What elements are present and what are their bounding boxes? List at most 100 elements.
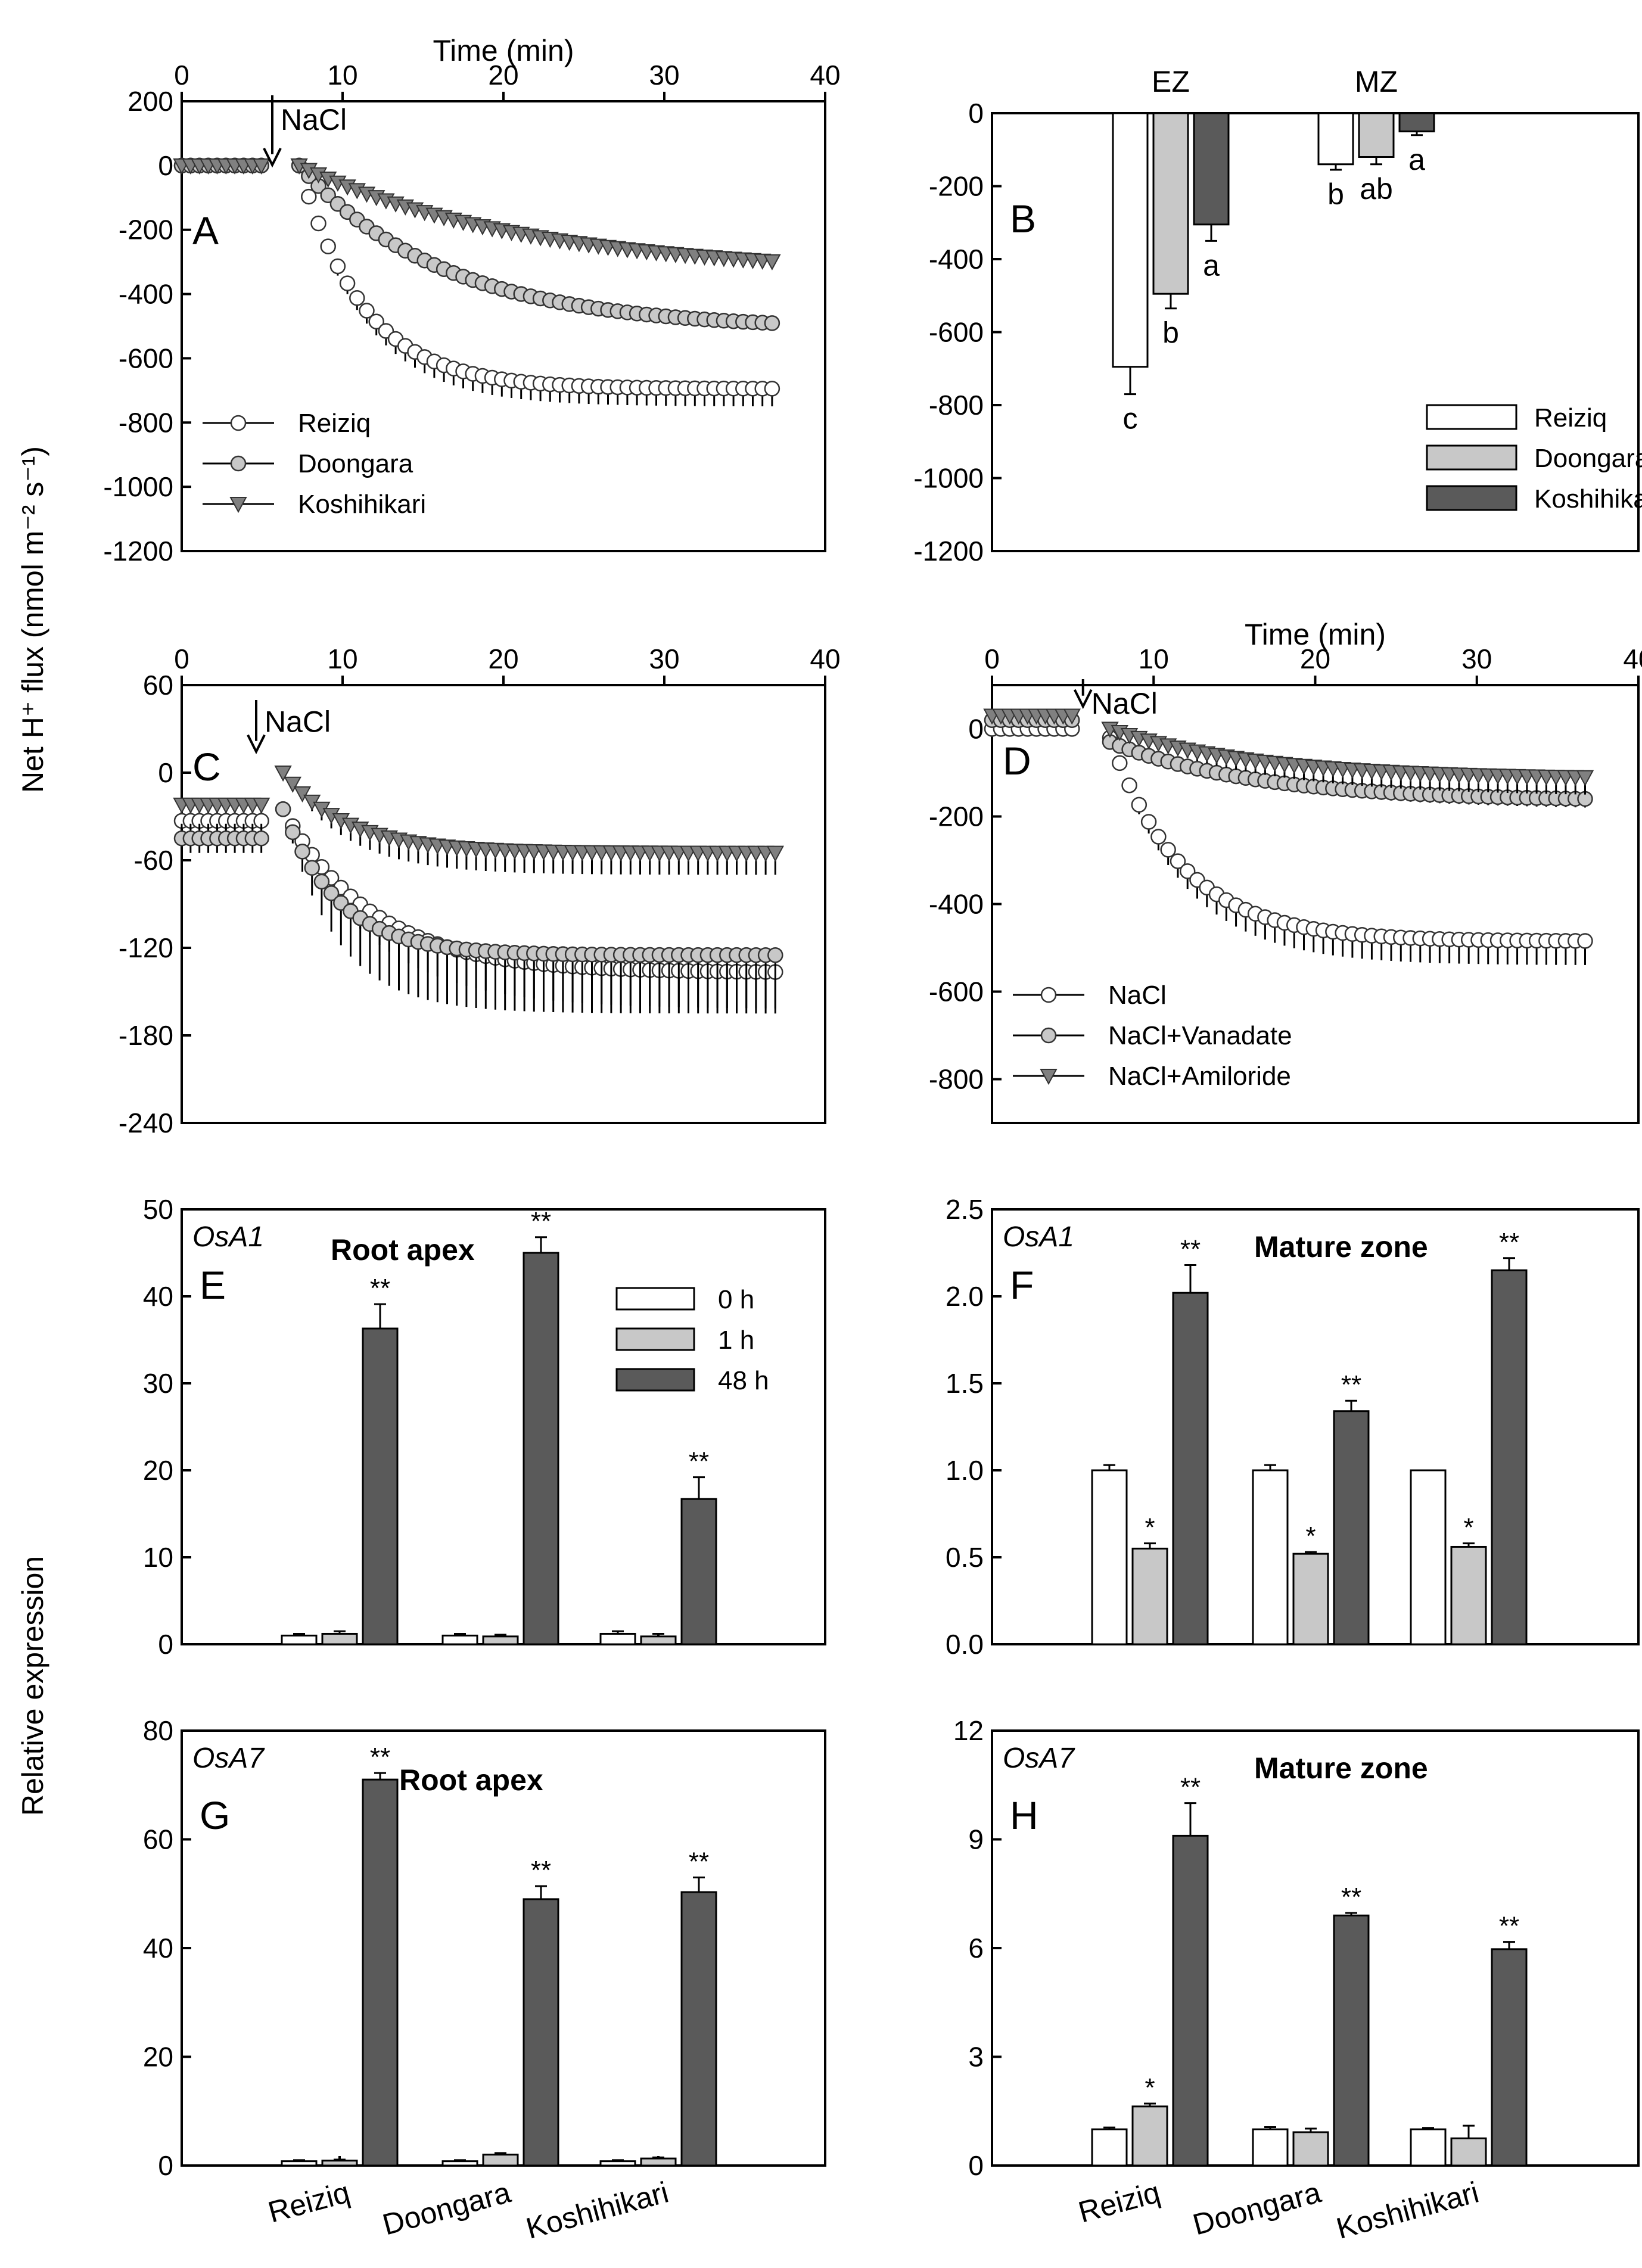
data-point — [1576, 770, 1594, 786]
series-nacl-vanadate — [984, 712, 1593, 808]
bar — [1252, 2128, 1289, 2167]
y-tick-label: -200 — [929, 801, 984, 832]
bar — [1410, 2128, 1447, 2167]
significance-letter: c — [1123, 402, 1138, 435]
legend-marker — [1040, 1027, 1057, 1044]
significance-mark: ** — [531, 1207, 551, 1236]
gene-label: OsA1 — [192, 1221, 264, 1253]
significance-mark: ** — [1499, 1912, 1519, 1941]
significance-mark: ** — [1180, 1234, 1201, 1264]
series-koshihikari — [173, 158, 781, 270]
bar — [1292, 2131, 1329, 2167]
panel-letter-D: D — [1003, 739, 1031, 783]
y-tick-label: 0 — [968, 2150, 984, 2181]
bar — [1317, 112, 1354, 166]
panel-letter-E: E — [200, 1263, 226, 1307]
bar — [1091, 2128, 1128, 2167]
bar — [1491, 1269, 1528, 1645]
significance-mark: ** — [689, 1447, 709, 1476]
stimulus-arrow-head — [1073, 689, 1093, 710]
data-point — [301, 188, 317, 205]
y-tick-label: 20 — [143, 1455, 173, 1486]
x-axis-title: Time (min) — [433, 34, 574, 67]
data-point — [294, 844, 310, 860]
legend-label: Reiziq — [298, 409, 371, 438]
zone-title: Root apex — [331, 1233, 475, 1267]
y-tick-label: -800 — [929, 390, 984, 421]
x-tick-label: 30 — [1461, 643, 1492, 674]
bar — [680, 1891, 717, 2167]
gene-label: OsA7 — [1003, 1743, 1075, 1774]
bar — [1252, 1469, 1289, 1645]
data-point — [1577, 933, 1593, 949]
legend-swatch — [615, 1368, 695, 1392]
y-tick-label: 12 — [953, 1715, 984, 1746]
y-tick-label: 0.5 — [946, 1542, 984, 1573]
y-tick-label: -240 — [119, 1107, 173, 1138]
significance-mark: ** — [370, 1274, 390, 1303]
legend-label: Koshihikari — [1534, 484, 1642, 514]
gene-label: OsA1 — [1003, 1221, 1074, 1253]
x-tick-label: 30 — [649, 60, 679, 91]
bar — [1491, 1948, 1528, 2167]
bar — [1450, 2137, 1487, 2167]
bar — [523, 1252, 559, 1645]
x-tick-label: 30 — [649, 643, 679, 674]
significance-letter: a — [1408, 143, 1425, 176]
significance-mark: ** — [1341, 1370, 1361, 1399]
bar — [599, 2160, 636, 2167]
legend-label: 1 h — [718, 1326, 754, 1355]
data-point — [252, 797, 270, 814]
x-tick-label: 0 — [174, 643, 189, 674]
series-doongara — [173, 157, 780, 331]
legend-item: Reiziq — [1426, 403, 1607, 433]
legend-swatch — [615, 1327, 695, 1351]
series-nacl — [984, 721, 1593, 965]
category-label: Koshihikari — [1333, 2176, 1482, 2245]
y-tick-label: 80 — [143, 1715, 173, 1746]
stimulus-label: NaCl — [281, 103, 347, 136]
data-point — [320, 187, 336, 203]
bar — [441, 1634, 478, 1645]
significance-mark: * — [1145, 1513, 1155, 1542]
bar — [1172, 1292, 1209, 1645]
x-tick-label: 10 — [327, 643, 357, 674]
gene-label: OsA7 — [192, 1743, 265, 1774]
data-point — [284, 776, 301, 793]
zone-title: Mature zone — [1254, 1751, 1428, 1785]
panel-letter-H: H — [1010, 1793, 1038, 1837]
category-label: Reiziq — [1075, 2176, 1164, 2229]
y-tick-label: 1.0 — [946, 1455, 984, 1486]
panel-H: 036912Reiziq***Doongara**Koshihikari**HO… — [953, 1715, 1640, 2245]
significance-mark: ** — [531, 1856, 551, 1885]
data-point — [304, 860, 320, 876]
y-tick-label: 0 — [968, 98, 984, 129]
y-tick-label: 0 — [158, 150, 173, 181]
y-tick-label: 50 — [143, 1194, 173, 1225]
x-tick-label: 10 — [327, 60, 357, 91]
legend-marker — [230, 455, 247, 472]
data-point — [766, 845, 784, 862]
y-tick-label: -1200 — [103, 536, 173, 567]
panel-letter-B: B — [1010, 197, 1036, 241]
data-point — [349, 290, 365, 306]
y-tick-label: 0 — [158, 757, 173, 788]
legend-label: Doongara — [1534, 444, 1642, 473]
significance-mark: ** — [689, 1847, 709, 1876]
y-tick-label: -600 — [929, 317, 984, 348]
data-point — [252, 158, 270, 175]
data-point — [1170, 853, 1186, 869]
y-tick-label: 40 — [143, 1933, 173, 1964]
data-point — [767, 947, 783, 963]
data-point — [1140, 814, 1157, 830]
y-tick-label: -600 — [929, 976, 984, 1007]
y-tick-label: 0 — [158, 1629, 173, 1660]
x-axis-title: Time (min) — [1245, 618, 1386, 651]
data-point — [359, 303, 375, 319]
legend-item: 48 h — [615, 1366, 769, 1395]
panel-D: 0 -200 -400 -600 -800 0 10 20 30 40 Time (min) NaCl… — [929, 618, 1642, 1124]
y-tick-label: 40 — [143, 1281, 173, 1312]
